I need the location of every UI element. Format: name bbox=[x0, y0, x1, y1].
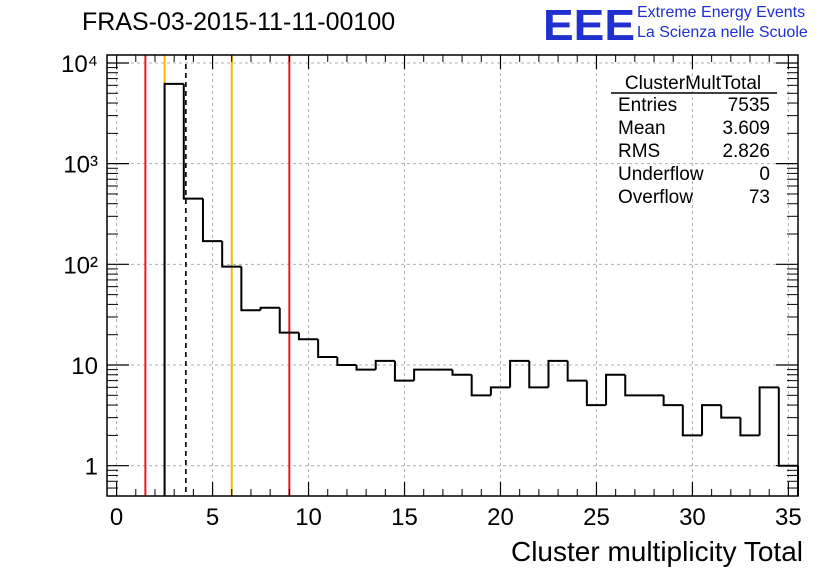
histogram-bin bbox=[374, 359, 395, 370]
histogram bbox=[163, 82, 799, 496]
x-tick-label: 20 bbox=[487, 504, 514, 531]
stats-label: Mean bbox=[618, 118, 666, 139]
x-tick-label: 25 bbox=[583, 504, 610, 531]
histogram-bin bbox=[489, 386, 511, 396]
histogram-bin bbox=[758, 386, 779, 436]
x-tick-label: 15 bbox=[391, 504, 418, 531]
logo-tagline-1: Extreme Energy Events bbox=[637, 4, 806, 21]
histogram-bin bbox=[701, 404, 722, 436]
stats-label: RMS bbox=[618, 141, 660, 162]
x-tick-label: 35 bbox=[775, 504, 802, 531]
x-axis-title: Cluster multiplicity Total bbox=[511, 536, 803, 567]
histogram-bin bbox=[297, 332, 319, 341]
histogram-bin bbox=[201, 198, 223, 243]
chart-title: FRAS-03-2015-11-11-00100 bbox=[82, 8, 396, 36]
histogram-bin bbox=[547, 359, 568, 388]
histogram-bin bbox=[605, 373, 626, 406]
x-tick-label: 0 bbox=[110, 504, 123, 531]
axis-labels: 0 5 10 15 20 25 30 35 1 10 10² 10³ 10⁴ bbox=[61, 51, 802, 531]
histogram-bin bbox=[509, 359, 530, 388]
y-tick-label: 1 bbox=[85, 454, 98, 481]
histogram-bin bbox=[393, 360, 415, 382]
histogram-bin bbox=[528, 360, 549, 389]
stats-label: Underflow bbox=[618, 164, 704, 185]
histogram-bin bbox=[470, 374, 491, 397]
histogram-bin bbox=[317, 339, 338, 359]
stats-value: 7535 bbox=[728, 95, 770, 116]
axis-ticks bbox=[107, 55, 798, 497]
histogram-bin bbox=[681, 405, 703, 437]
histogram-bin bbox=[585, 380, 607, 407]
histogram-bin bbox=[624, 374, 645, 397]
histogram-bin bbox=[413, 368, 434, 381]
x-tick-label: 30 bbox=[679, 504, 706, 531]
histogram-bin bbox=[240, 266, 261, 312]
x-tick-label: 10 bbox=[295, 504, 322, 531]
y-tick-label: 10⁴ bbox=[61, 51, 98, 78]
histogram-bin bbox=[336, 357, 357, 367]
histogram-bin bbox=[662, 395, 683, 407]
stats-label: Overflow bbox=[618, 187, 693, 208]
histogram-bin bbox=[163, 82, 184, 496]
y-tick-label: 10 bbox=[71, 353, 98, 380]
logo-tagline-2: La Scienza nelle Scuole bbox=[637, 24, 808, 41]
x-tick-label: 5 bbox=[206, 504, 219, 531]
stats-title: ClusterMultTotal bbox=[625, 73, 761, 94]
stats-value: 3.609 bbox=[722, 118, 770, 139]
marker-lines bbox=[144, 55, 291, 496]
eee-logo: EEE bbox=[543, 2, 635, 44]
stats-value: 0 bbox=[759, 164, 770, 185]
histogram-bin bbox=[221, 241, 242, 268]
histogram-bin bbox=[182, 83, 203, 200]
y-tick-label: 10³ bbox=[63, 152, 98, 179]
histogram-bin bbox=[720, 405, 741, 419]
stats-value: 2.826 bbox=[722, 141, 770, 162]
plot-frame bbox=[106, 54, 799, 497]
histogram-bin bbox=[451, 369, 472, 376]
histogram-bin bbox=[278, 307, 299, 334]
logo-letters: EEE bbox=[543, 2, 635, 44]
stats-value: 73 bbox=[749, 187, 770, 208]
stats-label: Entries bbox=[618, 95, 677, 116]
histogram-bin bbox=[566, 360, 587, 382]
y-tick-label: 10² bbox=[63, 252, 98, 279]
histogram-bin bbox=[739, 417, 760, 437]
histogram-bin bbox=[355, 365, 376, 371]
histogram-bin bbox=[259, 306, 280, 311]
grid bbox=[107, 55, 798, 496]
